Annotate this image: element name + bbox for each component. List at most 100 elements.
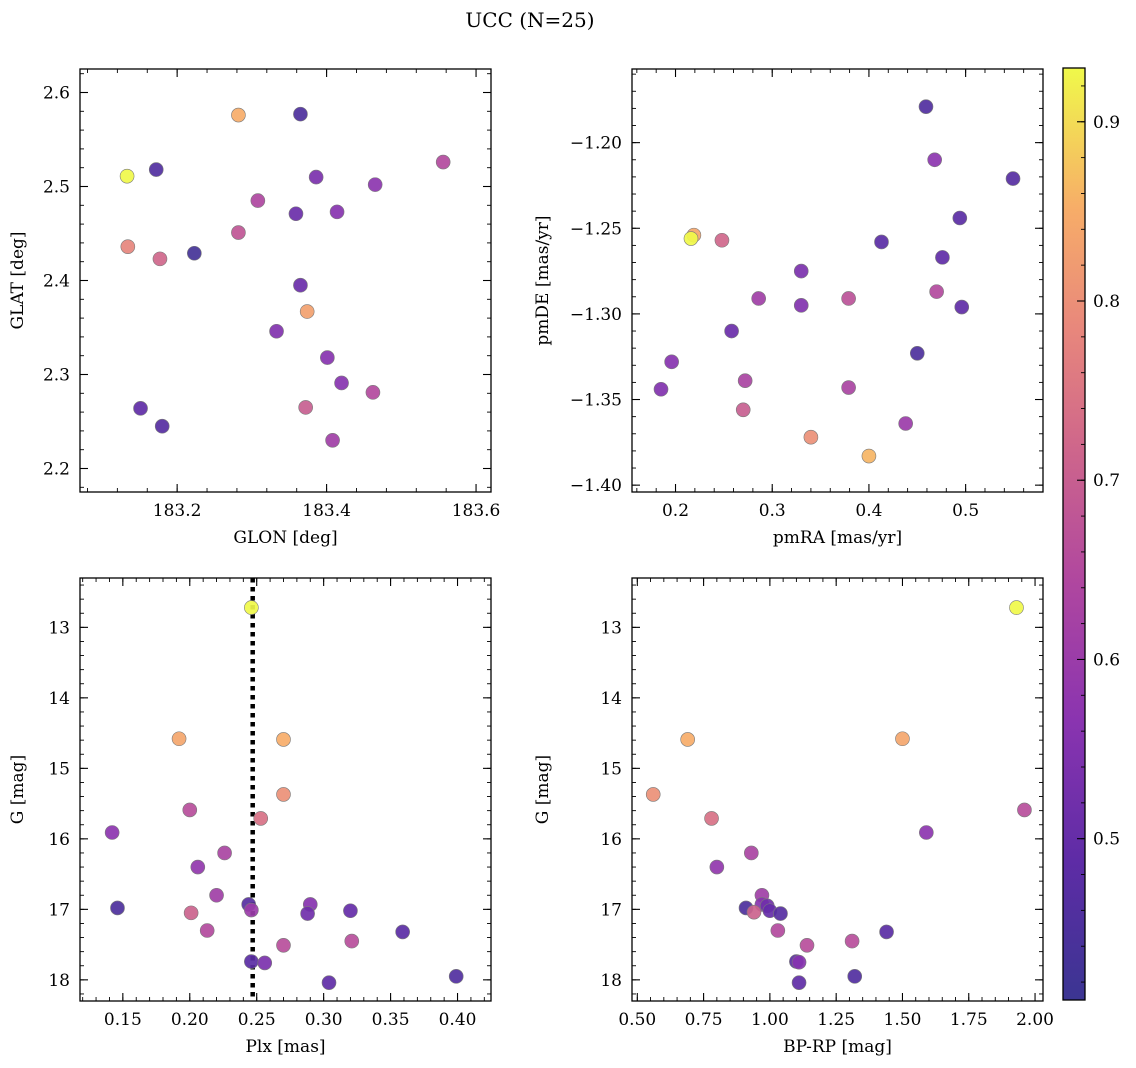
colorbar-gradient	[1063, 68, 1085, 1000]
data-point	[735, 402, 751, 418]
data-point	[680, 732, 695, 747]
data-point	[793, 298, 809, 313]
data-point	[154, 418, 170, 434]
data-point	[276, 938, 291, 953]
y-tick-label: 17	[48, 900, 70, 920]
data-point	[365, 385, 381, 400]
data-point	[244, 902, 259, 918]
y-axis-label: GLAT [deg]	[8, 231, 28, 329]
data-point	[1017, 802, 1032, 818]
panel-glon-glat: 183.2 183.4 183.6 2.2 2.3 2.4 2.5 2.6 GLON [deg]…	[8, 68, 500, 548]
x-tick-label: 183.4	[302, 501, 351, 521]
data-point	[334, 375, 349, 391]
data-point	[841, 291, 856, 306]
data-point	[293, 106, 308, 122]
data-point	[300, 906, 315, 921]
data-point	[183, 905, 199, 921]
plot-frame	[631, 577, 1044, 1002]
data-point	[343, 903, 358, 919]
data-point	[190, 859, 206, 875]
y-tick-label: −1.30	[570, 305, 622, 325]
y-tick-label: 18	[600, 971, 622, 991]
y-tick-label: 2.4	[43, 272, 70, 292]
data-point	[898, 416, 913, 431]
colorbar: 0.5 0.6 0.7 0.8 0.9	[1062, 67, 1120, 1001]
panels: 183.2 183.4 183.6 2.2 2.3 2.4 2.5 2.6 GLON [deg]…	[8, 68, 1054, 1057]
data-point	[737, 373, 753, 388]
data-point	[879, 924, 894, 940]
data-point	[187, 245, 202, 261]
data-point	[909, 345, 925, 361]
x-tick-label: 0.3	[759, 501, 786, 521]
y-axis-label: pmDE [mas/yr]	[533, 215, 553, 345]
data-point	[927, 152, 942, 168]
data-point	[803, 429, 819, 445]
y-axis-label: G [mag]	[8, 755, 28, 824]
data-point	[276, 732, 291, 747]
y-tick-label: −1.35	[570, 391, 622, 411]
data-point	[919, 825, 934, 840]
data-point	[844, 933, 860, 949]
x-axis-label: Plx [mas]	[245, 1037, 325, 1057]
colorbar-frame	[1062, 67, 1086, 1001]
x-tick-label: 0.75	[685, 1010, 723, 1030]
data-point	[746, 904, 762, 920]
panel-bprp-g: 0.50 0.75 1.00 1.25 1.50 1.75 2.00 13 14 15 16 17 18…	[533, 577, 1054, 1057]
data-point	[217, 845, 232, 861]
data-point	[448, 969, 464, 984]
y-tick-label: 15	[600, 759, 622, 779]
data-point	[257, 955, 273, 971]
x-tick-label: 2.00	[1016, 1010, 1054, 1030]
y-tick-label: 18	[48, 971, 70, 991]
y-tick-label: 17	[600, 900, 622, 920]
data-point	[325, 432, 340, 448]
data-point	[1005, 171, 1021, 186]
plot-frame	[79, 577, 492, 1002]
data-point	[119, 168, 135, 184]
data-point	[244, 600, 259, 615]
data-point	[152, 251, 168, 267]
data-point	[791, 954, 807, 970]
data-point	[269, 323, 284, 339]
data-point	[209, 887, 224, 903]
x-tick-label: 1.75	[950, 1010, 988, 1030]
panel-pmra-pmde: 0.2 0.3 0.4 0.5 −1.40 −1.35 −1.30 −1.25 −1.20 pmR…	[533, 68, 1044, 548]
colorbar-tick-label: 0.6	[1093, 650, 1120, 670]
data-point	[395, 924, 410, 940]
data-point	[793, 263, 809, 279]
data-point	[367, 177, 383, 192]
data-point	[799, 938, 815, 953]
panel-plx-g: 0.15 0.20 0.25 0.30 0.35 0.40 13 14 15 16 17 18 Plx …	[8, 577, 492, 1057]
plot-frame	[79, 68, 492, 493]
x-tick-label: 0.2	[662, 501, 689, 521]
y-tick-label: 16	[600, 830, 622, 850]
colorbar-tick-label: 0.8	[1093, 292, 1120, 312]
data-point	[133, 401, 148, 416]
data-point	[791, 975, 807, 990]
data-point	[435, 154, 451, 170]
x-tick-label: 0.20	[171, 1010, 209, 1030]
data-point	[861, 448, 877, 464]
data-point	[110, 900, 125, 916]
data-point	[895, 731, 910, 747]
y-tick-label: −1.20	[570, 134, 622, 154]
data-point	[250, 193, 266, 208]
data-point	[293, 277, 308, 293]
y-tick-label: 13	[48, 618, 70, 638]
y-tick-label: 15	[48, 759, 70, 779]
data-point	[321, 975, 337, 990]
data-point	[298, 400, 313, 415]
y-tick-label: −1.40	[570, 476, 622, 496]
data-point	[120, 239, 136, 254]
x-tick-label: 0.5	[952, 501, 979, 521]
y-tick-label: 16	[48, 830, 70, 850]
x-tick-label: 1.00	[751, 1010, 789, 1030]
data-point	[645, 787, 661, 802]
x-axis-label: GLON [deg]	[233, 528, 337, 548]
x-tick-label: 0.30	[305, 1010, 343, 1030]
x-tick-label: 183.2	[153, 501, 202, 521]
data-point	[276, 787, 291, 802]
x-tick-label: 1.25	[817, 1010, 855, 1030]
data-point	[724, 323, 739, 339]
